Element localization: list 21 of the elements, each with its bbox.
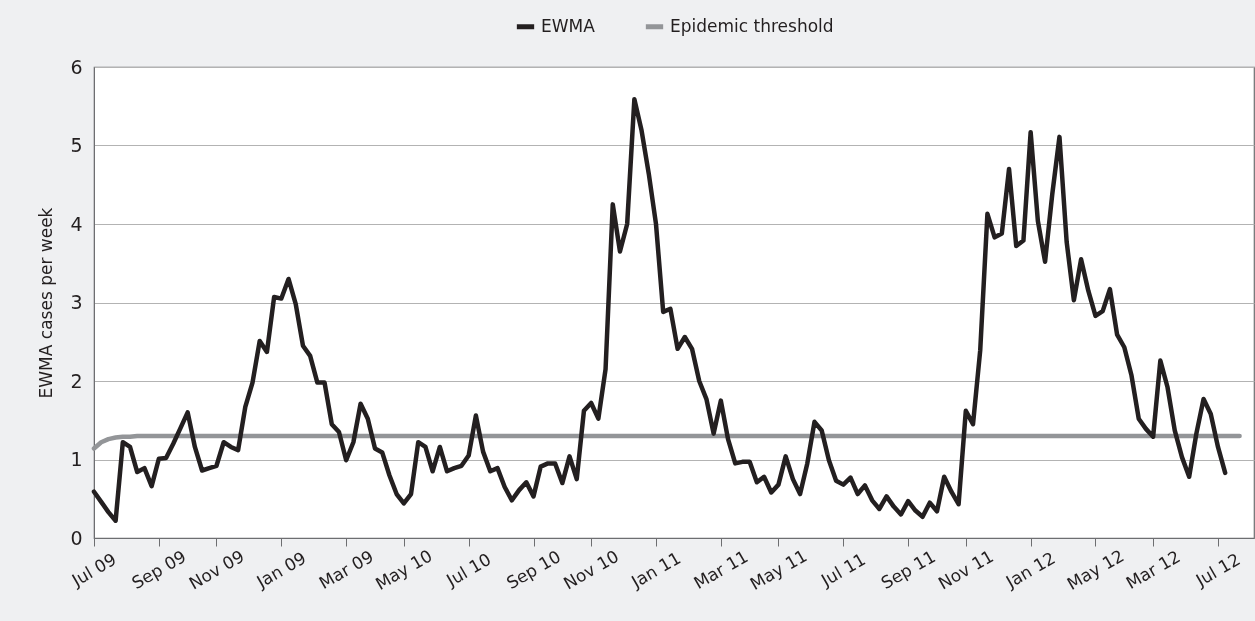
line-series <box>91 433 1242 451</box>
x-tick-label: Jan 09 <box>252 547 310 593</box>
x-tick-label: Jan 12 <box>1001 547 1059 593</box>
y-tick-label: 5 <box>70 134 83 156</box>
x-tick-label: Jul 09 <box>67 549 120 591</box>
x-tick-label: May 10 <box>371 545 436 594</box>
line-series <box>91 96 1228 523</box>
y-tick-label: 2 <box>70 369 83 392</box>
x-tick-label: Jul 12 <box>1191 549 1244 591</box>
y-tick-label: 1 <box>70 448 83 470</box>
y-tick-label: 0 <box>70 526 83 549</box>
x-tick-label: Jul 10 <box>442 549 495 591</box>
y-tick-label: 3 <box>70 291 83 313</box>
y-axis-title: EWMA cases per week <box>36 207 57 399</box>
y-tick-label: 4 <box>70 212 83 235</box>
x-tick-label: Jul 11 <box>816 549 869 591</box>
x-tick-label: Jan 11 <box>627 547 685 593</box>
legend-label: Epidemic threshold <box>670 15 834 36</box>
legend-label: EWMA <box>541 15 596 36</box>
x-tick-label: Nov 10 <box>560 545 623 594</box>
y-tick-label: 6 <box>70 55 83 78</box>
